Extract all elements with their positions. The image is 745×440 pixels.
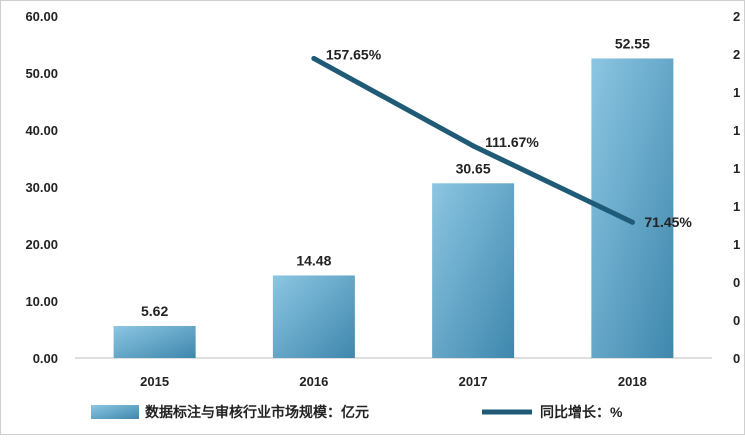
y-left-tick-label: 10.00 (25, 294, 58, 309)
bar-value-label: 14.48 (296, 252, 331, 268)
growth-line-point (629, 219, 635, 225)
y-left-tick-label: 20.00 (25, 237, 58, 252)
y-right-tick-label: 1 (733, 85, 740, 100)
y-left-tick-label: 30.00 (25, 180, 58, 195)
x-tick-label: 2016 (299, 374, 328, 389)
bar-value-label: 52.55 (615, 35, 650, 51)
legend-bar-swatch (91, 405, 139, 419)
y-right-tick-label: 0 (733, 275, 740, 290)
growth-line-point (311, 55, 317, 61)
y-right-tick-label: 1 (733, 237, 740, 252)
y-right-tick-label: 1 (733, 161, 740, 176)
growth-line-point (470, 143, 476, 149)
growth-line-label: 71.45% (644, 214, 692, 230)
y-right-tick-label: 0 (733, 351, 740, 366)
y-left-tick-label: 60.00 (25, 9, 58, 24)
growth-line-label: 157.65% (326, 46, 382, 62)
y-left-tick-label: 40.00 (25, 123, 58, 138)
x-tick-label: 2018 (618, 374, 647, 389)
bar (113, 325, 196, 358)
x-tick-label: 2015 (140, 374, 169, 389)
y-right-tick-label: 1 (733, 199, 740, 214)
bar-value-label: 5.62 (141, 303, 168, 319)
y-left-tick-label: 50.00 (25, 66, 58, 81)
legend-line-label: 同比增长：% (540, 404, 623, 420)
growth-line-label: 111.67% (485, 134, 539, 150)
bar (432, 183, 515, 358)
x-tick-label: 2017 (459, 374, 488, 389)
bar-value-label: 30.65 (456, 160, 491, 176)
legend-bar-label: 数据标注与审核行业市场规模：亿元 (145, 404, 369, 420)
y-left-tick-label: 0.00 (33, 351, 58, 366)
y-right-tick-label: 2 (733, 47, 740, 62)
bar (272, 275, 355, 358)
y-right-tick-label: 1 (733, 123, 740, 138)
y-right-tick-label: 0 (733, 313, 740, 328)
y-right-tick-label: 2 (733, 9, 740, 24)
